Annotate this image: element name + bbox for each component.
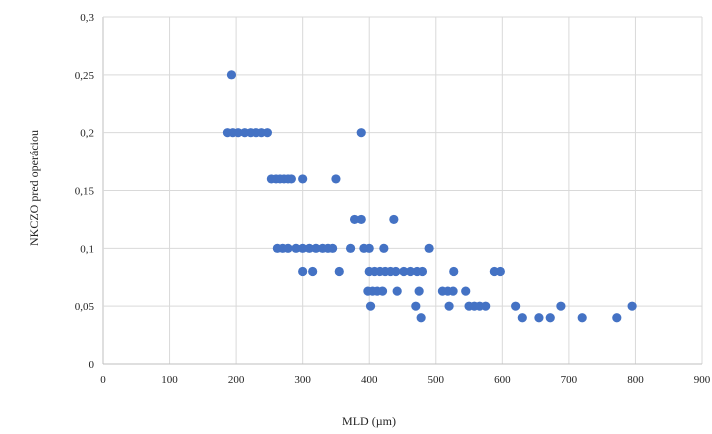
data-point (311, 243, 321, 253)
data-point (399, 266, 409, 277)
y-axis-ticks: 0 0,05 0,1 0,15 0,2 0,25 0,3 (75, 12, 95, 371)
data-point (304, 243, 314, 253)
data-point (444, 301, 454, 311)
data-point (534, 313, 544, 323)
y-tick-label: 0,05 (75, 301, 95, 313)
data-point (283, 243, 293, 253)
x-tick-label: 400 (361, 374, 378, 386)
data-point (345, 243, 356, 253)
x-tick-label: 100 (161, 374, 178, 386)
y-tick-label: 0,15 (75, 186, 95, 198)
data-point (286, 174, 296, 184)
data-point (298, 174, 308, 184)
data-point (405, 266, 416, 277)
data-point (379, 243, 389, 253)
x-axis-ticks: 0 100 200 300 400 500 600 700 800 900 (100, 374, 711, 386)
data-point (511, 301, 521, 311)
data-point (308, 266, 318, 277)
data-point (226, 70, 237, 80)
data-point (298, 243, 308, 253)
x-tick-label: 900 (694, 374, 711, 386)
data-point (334, 266, 344, 277)
data-points (222, 70, 637, 323)
x-tick-label: 200 (228, 374, 245, 386)
x-tick-label: 700 (561, 374, 578, 386)
data-point (364, 243, 374, 253)
data-point (349, 214, 360, 225)
data-point (328, 243, 338, 253)
data-point (356, 128, 366, 138)
data-point (262, 128, 272, 138)
data-point (392, 286, 402, 296)
x-tick-label: 600 (494, 374, 511, 386)
grid (102, 16, 703, 365)
data-point (495, 266, 505, 277)
data-point (414, 286, 424, 296)
data-point (365, 301, 376, 311)
data-point (424, 243, 434, 253)
data-point (391, 266, 401, 277)
data-point (417, 266, 428, 277)
x-axis-title: MLD (µm) (342, 414, 396, 428)
data-point (449, 266, 459, 277)
y-tick-label: 0,3 (80, 12, 94, 24)
y-tick-label: 0,2 (80, 128, 94, 140)
data-point (331, 174, 341, 184)
data-point (545, 313, 555, 323)
y-tick-label: 0 (89, 359, 95, 371)
y-axis-title: NKCZO pred operáciou (27, 130, 41, 246)
data-point (411, 301, 421, 311)
data-point (461, 286, 471, 296)
data-point (556, 301, 566, 311)
data-point (389, 214, 399, 225)
data-point (233, 128, 243, 138)
y-tick-label: 0,25 (75, 70, 95, 82)
y-tick-label: 0,1 (80, 243, 94, 255)
x-tick-label: 300 (294, 374, 311, 386)
data-point (291, 243, 301, 253)
data-point (577, 313, 587, 323)
data-point (356, 214, 366, 225)
data-point (627, 301, 637, 311)
data-point (517, 313, 527, 323)
data-point (612, 313, 622, 323)
data-point (298, 266, 308, 277)
x-tick-label: 0 (100, 374, 106, 386)
x-tick-label: 500 (428, 374, 445, 386)
data-point (416, 313, 426, 323)
data-point (448, 286, 458, 296)
x-tick-label: 800 (627, 374, 644, 386)
data-point (481, 301, 491, 311)
data-point (377, 286, 388, 296)
